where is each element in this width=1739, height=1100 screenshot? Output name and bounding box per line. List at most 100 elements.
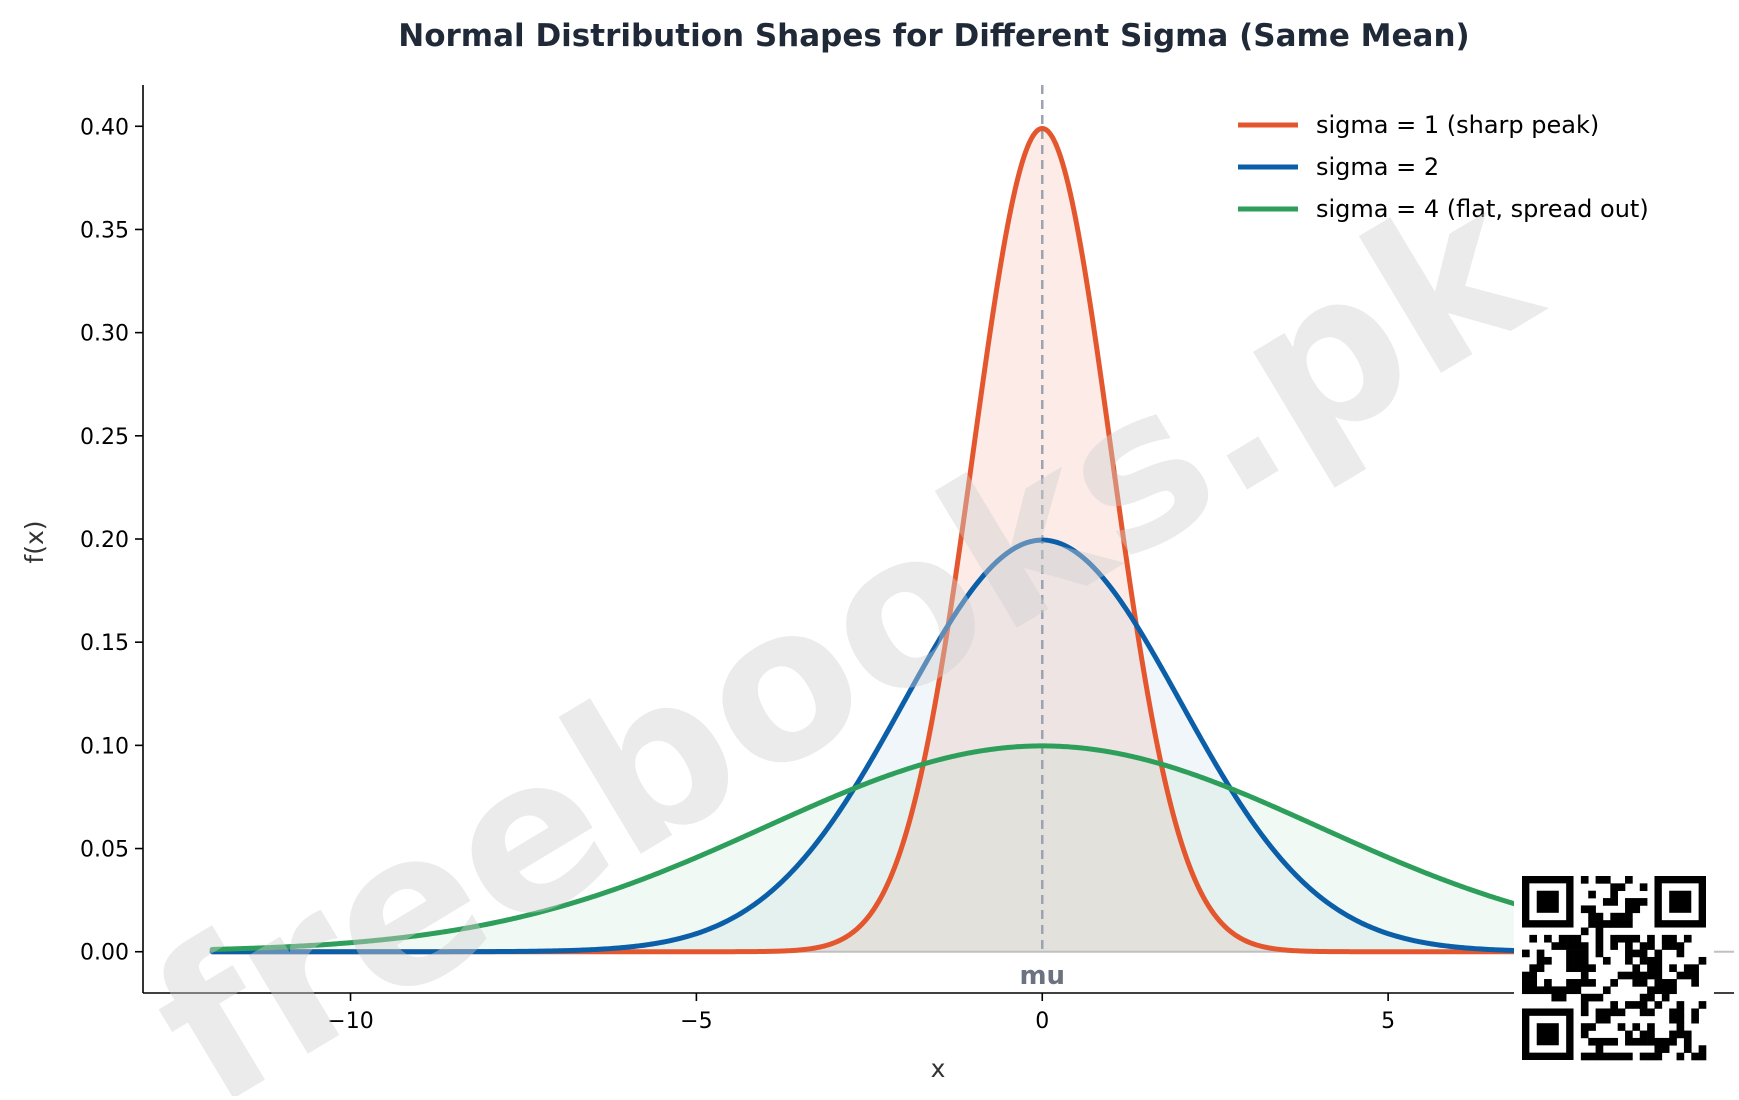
qr-module xyxy=(1669,1008,1677,1017)
y-tick-label: 0.25 xyxy=(80,425,129,450)
qr-module xyxy=(1639,1052,1648,1061)
qr-module xyxy=(1588,993,1596,1002)
qr-module xyxy=(1625,949,1633,958)
qr-module xyxy=(1639,979,1648,987)
y-tick-label: 0.05 xyxy=(80,838,129,863)
qr-module xyxy=(1602,898,1611,906)
qr-module xyxy=(1602,956,1611,965)
legend-label-sigma-2: sigma = 2 xyxy=(1316,153,1439,181)
qr-module xyxy=(1573,986,1582,995)
qr-module xyxy=(1676,1001,1685,1009)
qr-module xyxy=(1536,986,1545,995)
qr-module xyxy=(1639,993,1648,1002)
qr-module xyxy=(1580,979,1589,987)
qr-module xyxy=(1639,956,1648,965)
qr-module xyxy=(1691,1015,1699,1024)
qr-module xyxy=(1647,1023,1655,1031)
qr-module xyxy=(1595,993,1604,1002)
qr-module xyxy=(1602,876,1611,884)
qr-module xyxy=(1625,934,1633,943)
qr-module xyxy=(1558,934,1567,943)
qr-module xyxy=(1639,898,1648,906)
qr-module xyxy=(1632,1001,1641,1009)
qr-module xyxy=(1661,979,1670,987)
qr-module xyxy=(1588,905,1596,914)
qr-module xyxy=(1580,905,1589,914)
qr-module xyxy=(1639,971,1648,980)
qr-module xyxy=(1580,956,1589,965)
qr-module xyxy=(1654,971,1663,980)
qr-module xyxy=(1698,1045,1707,1053)
area-fill-sigma-1 xyxy=(212,128,1692,952)
qr-module xyxy=(1610,898,1618,906)
qr-module xyxy=(1625,876,1633,884)
qr-module xyxy=(1661,1045,1670,1053)
qr-module xyxy=(1544,956,1552,965)
qr-module xyxy=(1625,898,1633,906)
qr-module xyxy=(1661,934,1670,943)
qr-module xyxy=(1529,964,1538,972)
qr-module xyxy=(1610,934,1618,943)
qr-module xyxy=(1588,964,1596,972)
y-tick-label: 0.35 xyxy=(80,218,129,243)
qr-module xyxy=(1551,942,1560,950)
y-tick-label: 0.30 xyxy=(80,322,129,347)
qr-module xyxy=(1588,1023,1596,1031)
qr-module xyxy=(1661,942,1670,950)
series-line-sigma-4 xyxy=(209,743,1695,952)
qr-module xyxy=(1654,1052,1663,1061)
qr-module xyxy=(1654,1045,1663,1053)
qr-module xyxy=(1632,898,1641,906)
qr-module xyxy=(1610,890,1618,899)
x-tick-label: 5 xyxy=(1381,1009,1395,1034)
qr-module xyxy=(1610,1052,1618,1061)
qr-module xyxy=(1632,949,1641,958)
qr-module xyxy=(1522,971,1530,980)
qr-module xyxy=(1595,920,1604,928)
qr-module xyxy=(1522,979,1530,987)
legend: sigma = 1 (sharp peak) sigma = 2 sigma = 4… xyxy=(1238,111,1649,223)
qr-module xyxy=(1617,1023,1626,1031)
qr-module xyxy=(1580,942,1589,950)
qr-module xyxy=(1691,1052,1699,1061)
qr-module xyxy=(1551,986,1560,995)
qr-module xyxy=(1669,942,1677,950)
qr-module xyxy=(1691,1008,1699,1017)
qr-module xyxy=(1595,1052,1604,1061)
qr-module xyxy=(1654,1037,1663,1046)
qr-module xyxy=(1580,993,1589,1002)
qr-module xyxy=(1610,912,1618,921)
qr-module xyxy=(1558,986,1567,995)
qr-module xyxy=(1529,934,1538,943)
qr-module xyxy=(1617,883,1626,892)
qr-module xyxy=(1617,934,1626,943)
qr-module xyxy=(1625,905,1633,914)
qr-module xyxy=(1522,986,1530,995)
qr-module xyxy=(1691,979,1699,987)
qr-module xyxy=(1647,986,1655,995)
qr-module xyxy=(1639,1008,1648,1017)
qr-module xyxy=(1625,956,1633,965)
qr-module xyxy=(1669,1030,1677,1039)
qr-module xyxy=(1639,1001,1648,1009)
qr-module xyxy=(1647,993,1655,1002)
qr-module xyxy=(1625,1001,1633,1009)
qr-module xyxy=(1610,979,1618,987)
qr-module xyxy=(1580,1030,1589,1039)
qr-module xyxy=(1632,979,1641,987)
qr-module xyxy=(1676,1052,1685,1061)
qr-module xyxy=(1595,949,1604,958)
qr-module xyxy=(1536,949,1545,958)
qr-module xyxy=(1625,971,1633,980)
qr-module xyxy=(1639,942,1648,950)
qr-finder-inner xyxy=(1536,890,1559,913)
qr-code-graphic xyxy=(1514,868,1714,1068)
qr-module xyxy=(1654,979,1663,987)
qr-module xyxy=(1698,1052,1707,1061)
qr-module xyxy=(1580,1001,1589,1009)
qr-module xyxy=(1566,934,1574,943)
qr-module xyxy=(1683,971,1692,980)
qr-module xyxy=(1595,1008,1604,1017)
